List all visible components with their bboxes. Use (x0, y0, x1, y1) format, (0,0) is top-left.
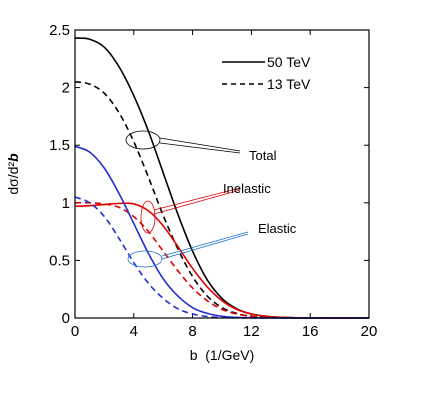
annotation-layer: Total Inelastic Elastic (125, 130, 297, 268)
elastic-annotation-pointer (161, 231, 249, 260)
y-axis-title-main: dσ/d² (5, 162, 21, 195)
series-layer (74, 37, 370, 319)
inelastic-annotation-label: Inelastic (223, 181, 271, 196)
elastic-annotation-ellipse (127, 250, 163, 268)
elastic-annotation-label: Elastic (258, 221, 297, 236)
inelastic-annotation-ellipse (140, 200, 156, 234)
total-annotation-ellipse (125, 130, 161, 150)
series-line-elastic-50-tev (74, 145, 369, 319)
y-tick-label: 1.5 (49, 137, 70, 154)
y-tick-label: 1 (62, 195, 70, 212)
x-tick-label: 16 (302, 323, 319, 340)
series-line-total-50-tev (74, 37, 370, 319)
y-tick-label: 0.5 (49, 252, 70, 269)
legend: 50 TeV 13 TeV (222, 54, 311, 92)
legend-label-13tev: 13 TeV (267, 76, 311, 92)
x-tick-label: 8 (188, 323, 196, 340)
x-tick-label: 4 (130, 323, 138, 340)
axis-ticks: 0 4 8 12 16 20 0 0.5 1 1.5 2 2.5 (49, 22, 377, 340)
x-tick-label: 0 (71, 323, 79, 340)
legend-label-50tev: 50 TeV (267, 54, 311, 70)
y-axis-title: dσ/d²b (5, 153, 21, 195)
total-annotation-pointer (159, 137, 241, 154)
total-annotation-label: Total (249, 148, 277, 163)
plot-frame (74, 29, 370, 319)
inelastic-annotation-pointer (153, 187, 241, 215)
series-line-inelastic-13-tev (74, 201, 370, 319)
x-axis-title: b (1/GeV) (190, 347, 255, 363)
y-tick-label: 2 (62, 80, 70, 97)
y-tick-label: 0 (62, 310, 70, 327)
x-tick-label: 12 (243, 323, 260, 340)
series-line-inelastic-50-tev (74, 202, 370, 319)
y-axis-title-bold: b (5, 153, 21, 162)
y-tick-label: 2.5 (49, 22, 70, 39)
series-line-total-13-tev (74, 81, 370, 319)
x-tick-label: 20 (361, 323, 378, 340)
